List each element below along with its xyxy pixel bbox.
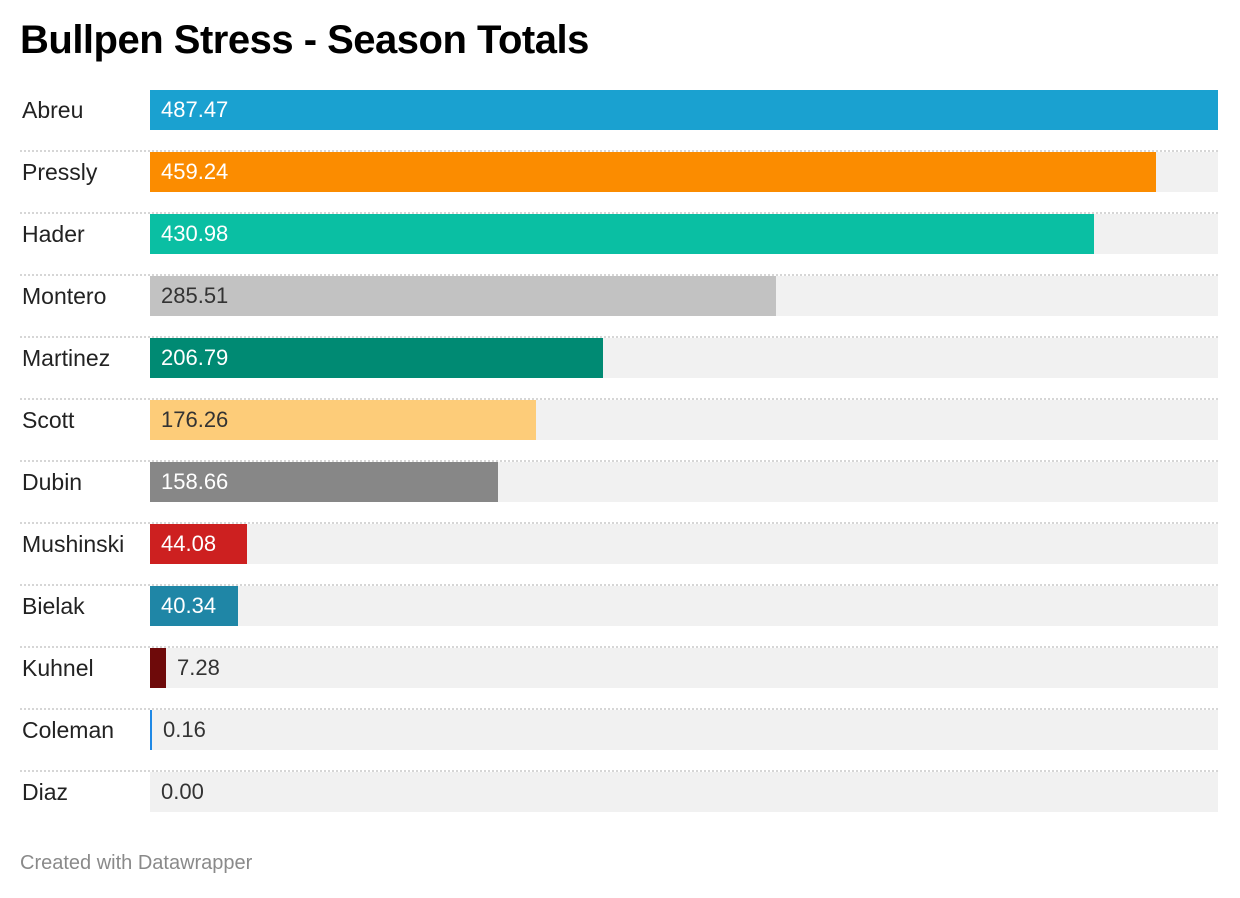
category-label: Mushinski (22, 531, 125, 557)
bar-row: Coleman 0.16 (20, 710, 1218, 772)
datawrapper-credit[interactable]: Created with Datawrapper (20, 852, 253, 874)
value-label: 44.08 (161, 531, 217, 556)
bar-track: 44.08 (150, 524, 1218, 564)
category-label: Dubin (22, 469, 83, 495)
bar-track: 459.24 (150, 152, 1218, 192)
bar-track: 206.79 (150, 338, 1218, 378)
bar[interactable] (150, 276, 776, 316)
category-label: Scott (22, 407, 75, 433)
bar[interactable] (150, 462, 498, 502)
bar-track: 430.98 (150, 214, 1218, 254)
bar-track: 487.47 (150, 90, 1218, 130)
category-label: Diaz (22, 779, 69, 805)
bar[interactable] (150, 586, 238, 626)
bar-track: 7.28 (150, 648, 1218, 688)
bar-track: 158.66 (150, 462, 1218, 502)
value-label: 0.00 (161, 779, 204, 804)
bar-track: 0.16 (150, 710, 1218, 750)
bar-row: Diaz 0.00 (20, 772, 1218, 834)
value-label: 40.34 (161, 593, 217, 618)
bar[interactable] (150, 710, 152, 750)
bar[interactable] (150, 400, 536, 440)
bar-track: 176.26 (150, 400, 1218, 440)
value-label: 459.24 (161, 159, 229, 184)
category-label: Coleman (22, 717, 115, 743)
category-label: Hader (22, 221, 85, 247)
category-label: Pressly (22, 159, 98, 185)
value-label: 206.79 (161, 345, 229, 370)
category-label: Bielak (22, 593, 85, 619)
bar-row: Montero 285.51 (20, 276, 1218, 338)
bar-row: Scott 176.26 (20, 400, 1218, 462)
bar-row: Dubin 158.66 (20, 462, 1218, 524)
bar-row: Kuhnel 7.28 (20, 648, 1218, 710)
bar-row: Bielak 40.34 (20, 586, 1218, 648)
value-label: 7.28 (177, 655, 220, 680)
bar[interactable] (150, 338, 603, 378)
value-label: 176.26 (161, 407, 229, 432)
category-label: Martinez (22, 345, 111, 371)
bar[interactable] (150, 524, 247, 564)
bar[interactable] (150, 90, 1218, 130)
bar-row: Pressly 459.24 (20, 152, 1218, 214)
chart-title: Bullpen Stress - Season Totals (20, 18, 589, 62)
bar-row: Martinez 206.79 (20, 338, 1218, 400)
bar-track: 285.51 (150, 276, 1218, 316)
bar-row: Abreu 487.47 (20, 90, 1218, 152)
bar-track: 0.00 (150, 772, 1218, 812)
value-label: 158.66 (161, 469, 229, 494)
bar-track: 40.34 (150, 586, 1218, 626)
category-label: Kuhnel (22, 655, 94, 681)
category-label: Montero (22, 283, 107, 309)
value-label: 285.51 (161, 283, 229, 308)
value-label: 430.98 (161, 221, 229, 246)
bar-row: Mushinski 44.08 (20, 524, 1218, 586)
bar[interactable] (150, 152, 1156, 192)
bar[interactable] (150, 214, 1094, 254)
value-label: 487.47 (161, 97, 229, 122)
bar[interactable] (150, 648, 166, 688)
category-label: Abreu (22, 97, 84, 123)
value-label: 0.16 (163, 717, 206, 742)
bar-row: Hader 430.98 (20, 214, 1218, 276)
